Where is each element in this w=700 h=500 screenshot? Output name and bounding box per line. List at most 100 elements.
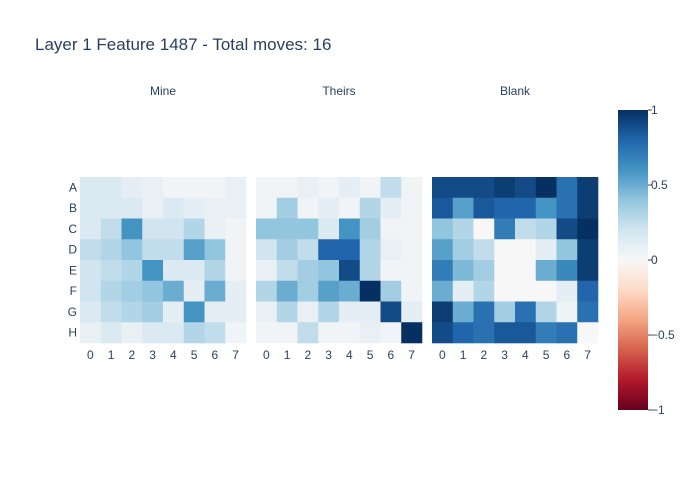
heatmap-cell: [380, 177, 402, 199]
heatmap-cell: [163, 218, 185, 240]
heatmap-cell: [535, 218, 557, 240]
heatmap-cell: [359, 197, 381, 219]
heatmap-cell: [452, 218, 474, 240]
heatmap-cell: [225, 218, 247, 240]
colorbar-tick-label: −0.5: [651, 328, 675, 342]
x-tick-label: 0: [263, 348, 270, 362]
heatmap-cell: [473, 239, 495, 261]
heatmap-cell: [142, 239, 164, 261]
x-tick-label: 1: [460, 348, 467, 362]
heatmap-cell: [100, 260, 122, 282]
heatmap-cell: [225, 322, 247, 344]
heatmap-cell: [473, 218, 495, 240]
x-tick-label: 2: [481, 348, 488, 362]
heatmap-cell: [80, 280, 102, 302]
heatmap-cell: [100, 301, 122, 323]
heatmap-cell: [432, 218, 454, 240]
heatmap-cell: [515, 322, 537, 344]
heatmap-cell: [256, 301, 278, 323]
heatmap-cell: [318, 239, 340, 261]
heatmap-cell: [494, 260, 516, 282]
heatmap-cell: [359, 280, 381, 302]
heatmap-cell: [256, 322, 278, 344]
heatmap-cell: [183, 177, 205, 199]
heatmap-cell: [432, 301, 454, 323]
y-tick-label: E: [69, 263, 77, 277]
heatmap-cell: [577, 177, 599, 199]
heatmap-cell: [401, 239, 423, 261]
heatmap-cell: [121, 239, 143, 261]
heatmap-cell: [473, 177, 495, 199]
heatmap-cell: [359, 239, 381, 261]
x-tick-label: 7: [584, 348, 591, 362]
x-tick-label: 2: [129, 348, 136, 362]
heatmap-cell: [100, 177, 122, 199]
heatmap-cell: [556, 260, 578, 282]
heatmap-cell: [142, 280, 164, 302]
heatmap-cell: [515, 260, 537, 282]
x-tick-label: 2: [305, 348, 312, 362]
y-tick-label: G: [68, 305, 77, 319]
heatmap-cell: [183, 218, 205, 240]
heatmap-cell: [359, 301, 381, 323]
heatmap-cell: [339, 177, 361, 199]
heatmap-cell: [121, 280, 143, 302]
x-tick-label: 0: [439, 348, 446, 362]
heatmap-cell: [142, 301, 164, 323]
heatmap-cell: [225, 301, 247, 323]
heatmap-cell: [535, 197, 557, 219]
heatmap-cell: [380, 322, 402, 344]
y-tick-label: B: [69, 201, 77, 215]
heatmap-cell: [339, 280, 361, 302]
heatmap-cell: [276, 322, 298, 344]
heatmap-cell: [297, 239, 319, 261]
heatmap-cell: [225, 177, 247, 199]
x-tick-label: 6: [212, 348, 219, 362]
heatmap-cell: [204, 260, 226, 282]
heatmap-cell: [473, 197, 495, 219]
x-tick-label: 4: [522, 348, 529, 362]
heatmap-cell: [318, 218, 340, 240]
heatmap-cell: [318, 280, 340, 302]
heatmap-cell: [494, 280, 516, 302]
heatmap-cell: [256, 197, 278, 219]
heatmap-cell: [432, 177, 454, 199]
heatmap-cell: [577, 218, 599, 240]
heatmap-cell: [401, 218, 423, 240]
heatmap-cell: [494, 177, 516, 199]
heatmap-cell: [80, 301, 102, 323]
heatmap-cell: [577, 301, 599, 323]
heatmap-cell: [339, 218, 361, 240]
heatmap-cell: [121, 322, 143, 344]
heatmap-cell: [100, 218, 122, 240]
heatmap-cell: [204, 197, 226, 219]
heatmap-cell: [359, 322, 381, 344]
heatmap-cell: [535, 301, 557, 323]
heatmap-cell: [318, 260, 340, 282]
heatmap-cell: [297, 322, 319, 344]
heatmap-cell: [515, 218, 537, 240]
heatmap-cell: [256, 177, 278, 199]
heatmap-cell: [318, 301, 340, 323]
heatmap-cell: [380, 280, 402, 302]
heatmap-cell: [473, 260, 495, 282]
heatmap-cell: [452, 197, 474, 219]
heatmap-cell: [473, 301, 495, 323]
panel-mine: Mine 0 1 2 3 4 5 6 7: [80, 84, 247, 362]
heatmap-cell: [318, 322, 340, 344]
x-tick-label: 1: [108, 348, 115, 362]
heatmap-cell: [163, 197, 185, 219]
heatmap-cell: [556, 218, 578, 240]
heatmap-cell: [401, 197, 423, 219]
heatmap-cell: [121, 197, 143, 219]
heatmap-cell: [256, 218, 278, 240]
heatmap-cell: [535, 280, 557, 302]
heatmap-cell: [183, 301, 205, 323]
heatmap-cell: [556, 239, 578, 261]
heatmap-cell: [100, 239, 122, 261]
x-tick-label: 5: [191, 348, 198, 362]
heatmap-cell: [556, 322, 578, 344]
heatmap-cell: [556, 177, 578, 199]
heatmap-cell: [380, 260, 402, 282]
heatmap-cell: [432, 322, 454, 344]
